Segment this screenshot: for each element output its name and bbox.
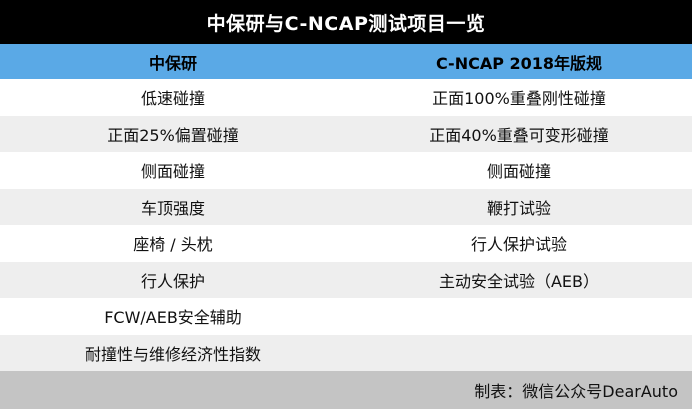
table-row: 侧面碰撞 侧面碰撞 xyxy=(0,152,692,189)
table-title: 中保研与C-NCAP测试项目一览 xyxy=(0,0,692,44)
table-cell: 座椅 / 头枕 xyxy=(133,235,213,255)
table-row: 行人保护 主动安全试验（AEB） xyxy=(0,261,692,298)
table-cell: 行人保护 xyxy=(140,271,205,291)
table-cell: 鞭打试验 xyxy=(486,198,551,218)
table-footer-credit: 制表：微信公众号DearAuto xyxy=(0,371,692,409)
table-row: 座椅 / 头枕 行人保护试验 xyxy=(0,225,692,262)
table-cell: 正面25%偏置碰撞 xyxy=(107,125,239,145)
table-cell: 正面100%重叠刚性碰撞 xyxy=(432,89,606,109)
table-cell: 侧面碰撞 xyxy=(486,162,551,182)
column-header-cncap: C-NCAP 2018年版规 xyxy=(435,53,603,73)
column-header-cbr: 中保研 xyxy=(148,53,197,73)
table-row: FCW/AEB安全辅助 xyxy=(0,298,692,335)
table-cell: FCW/AEB安全辅助 xyxy=(104,308,242,328)
table-cell: 正面40%重叠可变形碰撞 xyxy=(429,125,609,145)
table-row: 耐撞性与维修经济性指数 xyxy=(0,334,692,371)
table-row: 车顶强度 鞭打试验 xyxy=(0,188,692,225)
table-cell: 低速碰撞 xyxy=(140,89,205,109)
table-row: 低速碰撞 正面100%重叠刚性碰撞 xyxy=(0,79,692,116)
table-header-row: 中保研 C-NCAP 2018年版规 xyxy=(0,44,692,79)
table-cell: 侧面碰撞 xyxy=(140,162,205,182)
table-cell: 耐撞性与维修经济性指数 xyxy=(84,344,261,364)
table-cell: 主动安全试验（AEB） xyxy=(438,271,600,291)
table-row: 正面25%偏置碰撞 正面40%重叠可变形碰撞 xyxy=(0,115,692,152)
footer-credit-text: 制表：微信公众号DearAuto xyxy=(474,382,678,401)
table-cell: 行人保护试验 xyxy=(470,235,567,255)
table-cell: 车顶强度 xyxy=(140,198,205,218)
